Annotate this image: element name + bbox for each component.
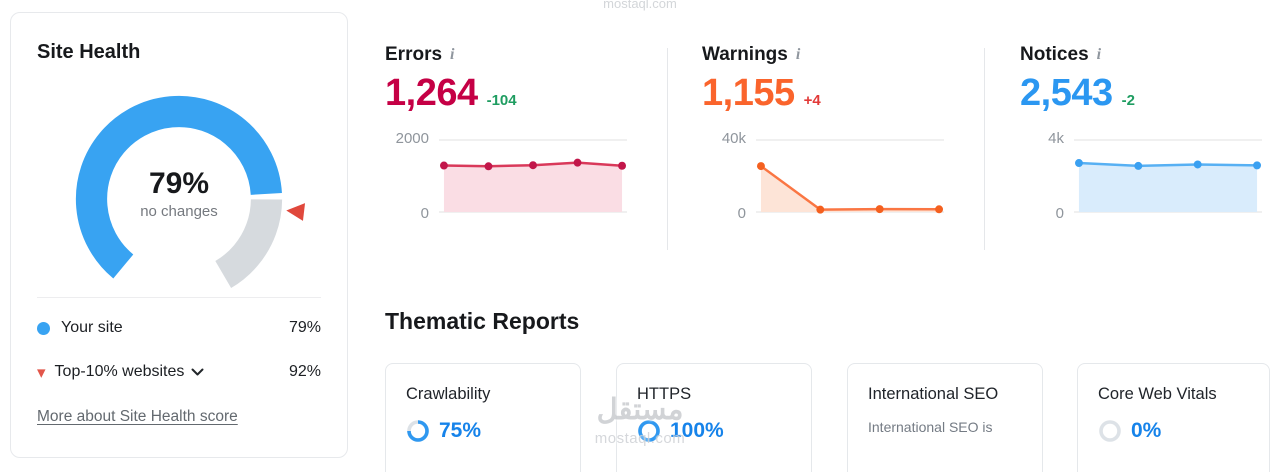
warnings-change: +4 bbox=[803, 92, 821, 109]
notices-change: -2 bbox=[1121, 92, 1135, 109]
errors-axis-labels: 2000 0 bbox=[395, 130, 429, 222]
progress-ring-icon bbox=[1099, 420, 1121, 442]
errors-count: 1,264 bbox=[385, 72, 478, 114]
gauge-chart bbox=[75, 95, 306, 303]
chevron-down-icon[interactable] bbox=[191, 368, 204, 377]
site-health-score: 79% bbox=[148, 166, 210, 200]
site-health-title: Site Health bbox=[37, 41, 141, 63]
thematic-card-https[interactable]: HTTPS 100% bbox=[616, 363, 812, 472]
site-health-legend: Your site 79% ▾ Top-10% websites 92% bbox=[37, 297, 321, 394]
notices-axis-labels: 4k 0 bbox=[1048, 130, 1064, 222]
card-title: International SEO bbox=[868, 385, 999, 403]
gauge-score-arc bbox=[75, 95, 283, 303]
info-icon[interactable]: i bbox=[795, 46, 801, 63]
warnings-axis-labels: 40k 0 bbox=[721, 130, 746, 222]
legend-top10-websites[interactable]: ▾ Top-10% websites 92% bbox=[37, 350, 321, 394]
top10-label: Top-10% websites bbox=[54, 363, 185, 380]
your-site-value: 79% bbox=[288, 319, 321, 336]
thematic-card-international-seo[interactable]: International SEO International SEO is bbox=[847, 363, 1043, 472]
card-title: Crawlability bbox=[406, 385, 491, 403]
card-value: 0% bbox=[1131, 419, 1162, 442]
notices-column: Notices i 2,543 -2 4k 0 bbox=[1020, 44, 1270, 222]
watermark: mostaql.com bbox=[603, 0, 677, 11]
errors-title: Errors bbox=[385, 44, 443, 65]
your-site-dot-icon bbox=[37, 321, 50, 335]
thematic-reports-title: Thematic Reports bbox=[385, 308, 580, 334]
thematic-card-crawlability[interactable]: Crawlability 75% bbox=[385, 363, 581, 472]
card-title: Core Web Vitals bbox=[1098, 385, 1217, 403]
site-health-score-link[interactable]: More about Site Health score bbox=[37, 408, 238, 425]
your-site-label: Your site bbox=[61, 319, 123, 336]
gauge-rest-arc bbox=[75, 95, 283, 303]
site-health-gauge: 79% no changes bbox=[54, 74, 306, 303]
card-value: 100% bbox=[670, 419, 724, 442]
errors-change: -104 bbox=[486, 92, 517, 109]
card-value: 75% bbox=[439, 419, 482, 442]
info-icon[interactable]: i bbox=[450, 46, 455, 63]
notices-count: 2,543 bbox=[1020, 72, 1113, 114]
benchmark-marker-icon bbox=[286, 203, 306, 221]
thematic-card-core-web-vitals[interactable]: Core Web Vitals 0% bbox=[1077, 363, 1270, 472]
column-divider bbox=[667, 48, 668, 250]
errors-column: Errors i 1,264 -104 2000 0 bbox=[385, 44, 635, 222]
warnings-count: 1,155 bbox=[702, 72, 795, 114]
warnings-column: Warnings i 1,155 +4 40k 0 bbox=[702, 44, 952, 222]
column-divider bbox=[984, 48, 985, 250]
notices-sparkline bbox=[1074, 139, 1262, 213]
top10-triangle-icon: ▾ bbox=[37, 362, 46, 382]
top10-value: 92% bbox=[288, 363, 321, 380]
warnings-sparkline bbox=[756, 139, 944, 214]
progress-ring-icon bbox=[407, 420, 429, 442]
errors-sparkline bbox=[439, 139, 627, 213]
info-icon[interactable]: i bbox=[1096, 46, 1102, 63]
warnings-title: Warnings bbox=[702, 44, 788, 65]
site-health-change: no changes bbox=[140, 202, 218, 220]
card-title: HTTPS bbox=[637, 385, 692, 403]
notices-title: Notices bbox=[1020, 44, 1089, 65]
progress-ring-icon bbox=[638, 420, 660, 442]
gauge-center-label: 79% no changes bbox=[54, 68, 304, 318]
site-health-card: Site Health 79% no changes Your site 79% bbox=[10, 12, 348, 458]
legend-your-site: Your site 79% bbox=[37, 306, 321, 350]
card-description: International SEO is bbox=[868, 419, 993, 435]
